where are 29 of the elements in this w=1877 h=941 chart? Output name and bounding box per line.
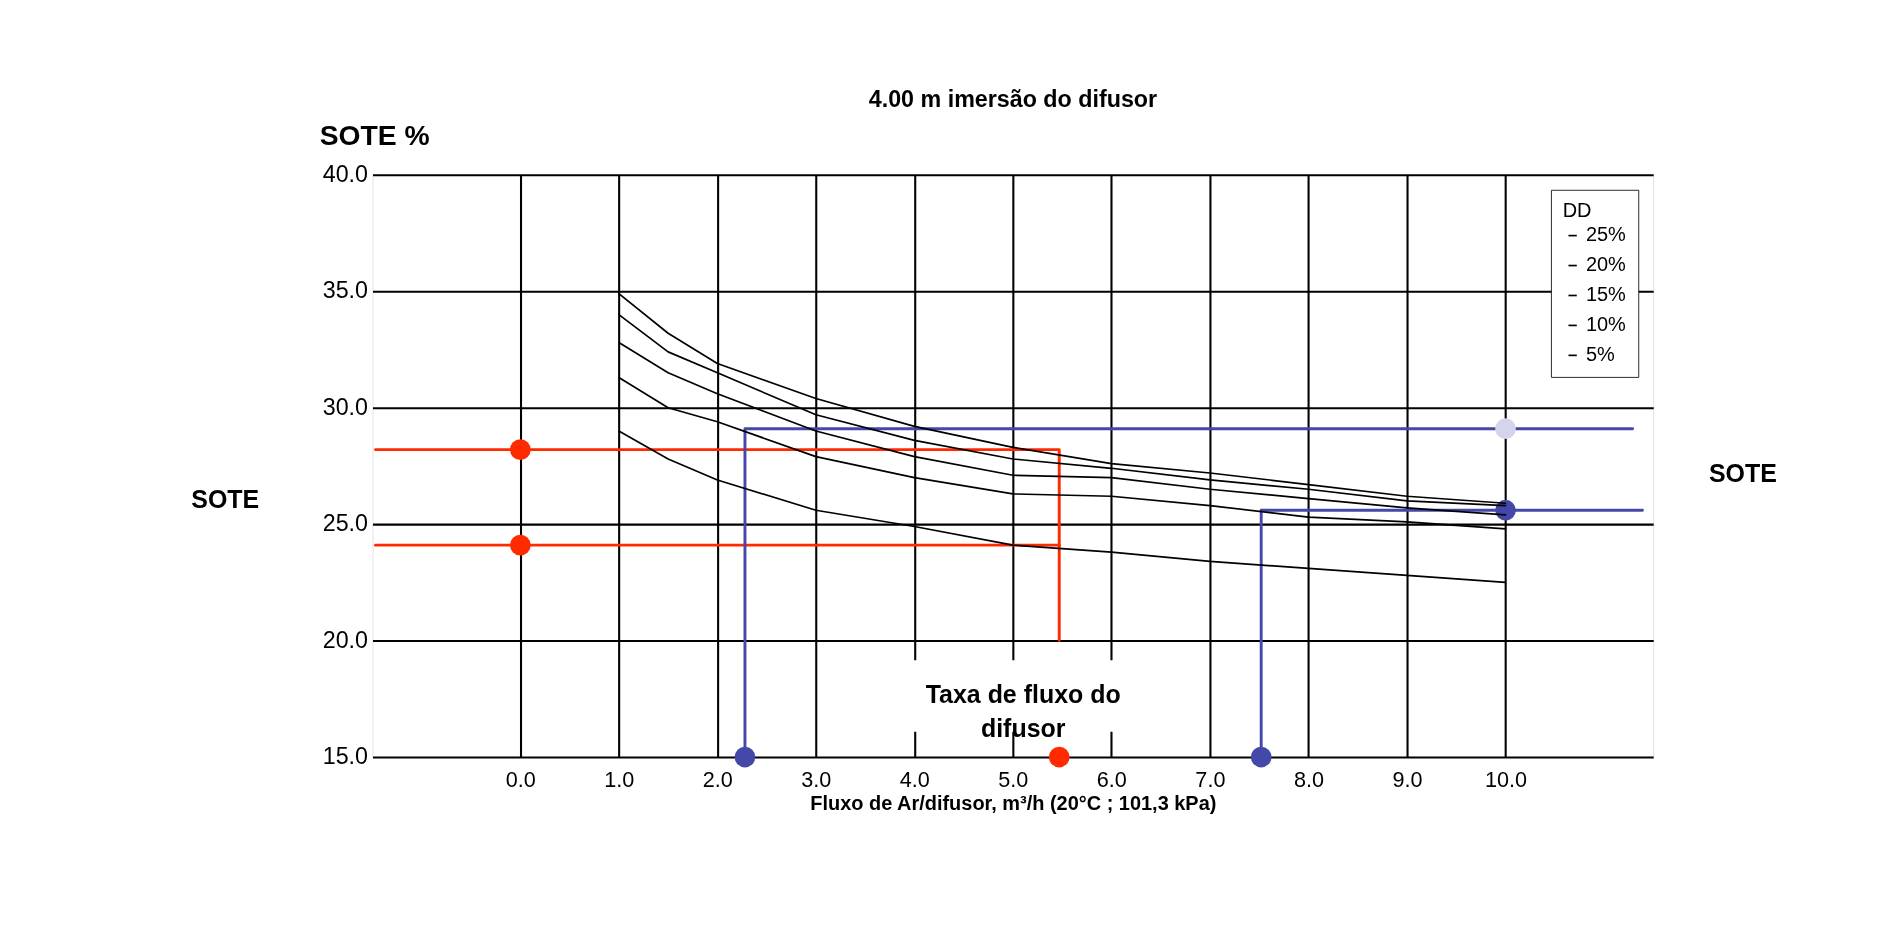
- x-tick-label: 5.0: [998, 766, 1029, 792]
- y-tick-label: 25.0: [322, 510, 369, 537]
- legend-label: 15%: [1585, 283, 1627, 306]
- y-tick-label: 15.0: [322, 743, 369, 770]
- legend-label: 20%: [1585, 253, 1627, 276]
- y-tick-label: 30.0: [322, 393, 369, 420]
- legend-label: 10%: [1585, 313, 1627, 336]
- legend-title: DD: [1562, 199, 1592, 222]
- x-tick-label: 3.0: [801, 766, 832, 792]
- legend-label: 25%: [1585, 223, 1627, 246]
- x-tick-label: 7.0: [1195, 766, 1226, 792]
- y-tick-label: 35.0: [322, 277, 369, 304]
- x-tick-label: 1.0: [604, 766, 635, 792]
- legend-label: 5%: [1585, 343, 1616, 366]
- x-tick-label: 0.0: [505, 766, 536, 792]
- chart-title: 4.00 m imersão do difusor: [868, 85, 1158, 112]
- x-axis-title: Fluxo de Ar/difusor, m³/h (20°C ; 101,3 kPa): [810, 791, 1217, 814]
- text: SOTE: [1708, 459, 1777, 488]
- x-tick-label: 2.0: [702, 766, 733, 792]
- y-axis-title: SOTE %: [319, 118, 430, 151]
- x-tick-label: 9.0: [1392, 766, 1423, 792]
- annotation: Taxa de fluxo do difusor: [925, 680, 1121, 742]
- y-tick-label: 20.0: [322, 626, 369, 653]
- x-tick-label: 8.0: [1293, 766, 1324, 792]
- y-tick-label: 40.0: [322, 160, 369, 187]
- x-tick-label: 4.0: [899, 766, 930, 792]
- x-tick-label: 10.0: [1484, 766, 1527, 792]
- text: SOTE: [191, 485, 260, 514]
- x-tick-label: 6.0: [1096, 766, 1127, 792]
